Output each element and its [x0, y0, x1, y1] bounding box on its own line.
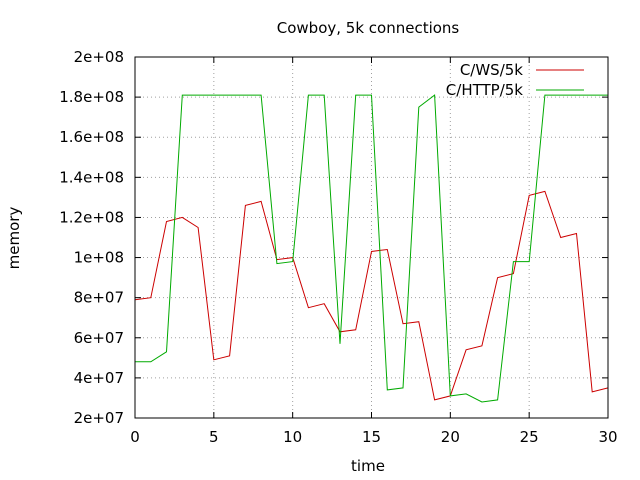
y-tick-label: 1.2e+08: [59, 208, 124, 226]
series-line-1: [134, 190, 609, 401]
y-tick-label: 1e+08: [74, 249, 124, 267]
y-tick-label: 2e+08: [74, 48, 124, 66]
y-tick-label: 4e+07: [74, 369, 124, 387]
tick-labels: 2e+07 4e+07 6e+07 8e+07 1e+08 1.2e+08 1.4e+08 1…: [59, 48, 617, 446]
y-tick-label: 1.4e+08: [59, 168, 124, 186]
x-tick-label: 15: [362, 428, 381, 446]
legend: C/WS/5k C/HTTP/5k: [446, 61, 584, 99]
ticks: [134, 56, 609, 419]
x-tick-label: 10: [283, 428, 302, 446]
y-tick-label: 1.8e+08: [59, 88, 124, 106]
y-tick-label: 2e+07: [74, 409, 124, 427]
legend-label-2: C/HTTP/5k: [446, 81, 524, 99]
x-tick-label: 5: [209, 428, 219, 446]
x-tick-label: 0: [130, 428, 140, 446]
chart-title: Cowboy, 5k connections: [277, 19, 460, 37]
x-axis-label: time: [351, 457, 385, 475]
x-tick-label: 20: [441, 428, 460, 446]
y-tick-label: 1.6e+08: [59, 128, 124, 146]
x-tick-label: 30: [598, 428, 617, 446]
series-line-2: [135, 94, 608, 403]
legend-label-1: C/WS/5k: [460, 61, 523, 79]
plot-frame: [134, 56, 609, 419]
x-tick-label: 25: [520, 428, 539, 446]
y-tick-label: 8e+07: [74, 289, 124, 307]
y-tick-label: 6e+07: [74, 329, 124, 347]
series-group: [134, 94, 609, 403]
y-axis-label: memory: [5, 207, 23, 270]
